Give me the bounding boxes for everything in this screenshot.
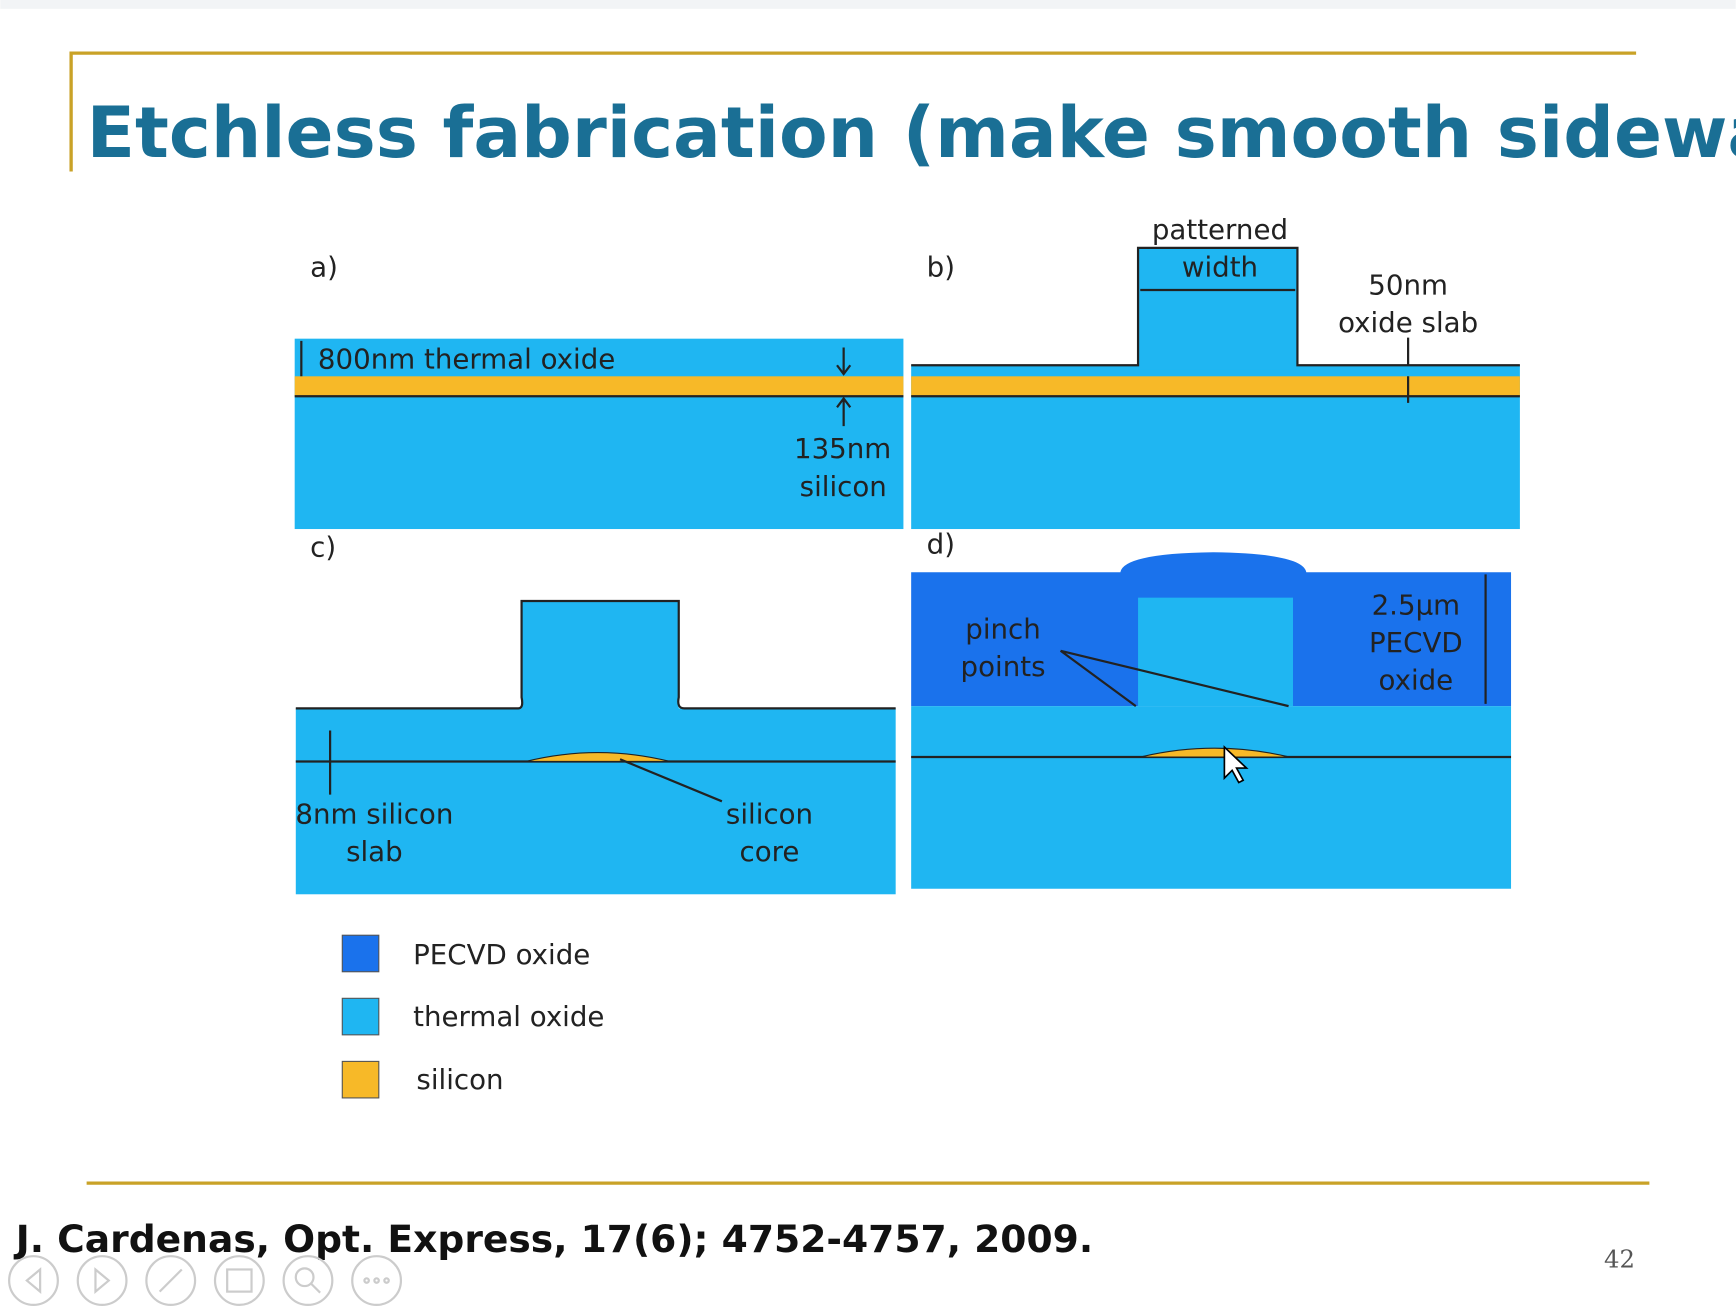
nav-toolbar	[8, 1255, 403, 1306]
legend-label: thermal oxide	[413, 1000, 604, 1033]
panel-c: c) 8nm silicon slab silicon core	[295, 531, 896, 895]
annotation: core	[740, 835, 800, 868]
annotation: PECVD	[1369, 626, 1463, 659]
citation: J. Cardenas, Opt. Express, 17(6); 4752-4…	[13, 1217, 1093, 1261]
zoom-button[interactable]	[282, 1255, 334, 1306]
annotation: pinch	[965, 613, 1041, 646]
panel-label: b)	[927, 251, 955, 284]
annotation: width	[1182, 251, 1258, 284]
slide-title: Etchless fabrication (make smooth sidewa…	[87, 91, 1736, 174]
annotation: slab	[346, 835, 403, 868]
annotation: oxide slab	[1338, 306, 1478, 339]
annotation: 2.5µm	[1372, 588, 1461, 621]
panel-a: a) 800nm thermal oxide 135nm silicon	[294, 251, 904, 530]
page-number: 42	[1604, 1244, 1635, 1273]
pen-button[interactable]	[145, 1255, 197, 1306]
legend-swatch	[341, 997, 380, 1036]
annotation: 800nm thermal oxide	[318, 343, 615, 376]
more-button[interactable]	[351, 1255, 403, 1306]
annotation: points	[961, 650, 1046, 683]
top-strip	[0, 0, 1736, 9]
panel-label: c)	[310, 531, 336, 564]
mouse-cursor	[1223, 745, 1249, 784]
annotation: patterned	[1152, 213, 1288, 246]
annotation: silicon	[800, 470, 887, 503]
legend-label: silicon	[416, 1063, 503, 1096]
annotation: silicon	[726, 797, 813, 830]
next-button[interactable]	[76, 1255, 128, 1306]
panel-label: a)	[310, 251, 338, 284]
slides-button[interactable]	[213, 1255, 265, 1306]
annotation: 50nm	[1368, 268, 1448, 301]
legend-swatch	[341, 934, 380, 973]
annotation: 135nm	[794, 432, 891, 465]
panel-b: b) patterned width 50nm oxide slab	[911, 213, 1520, 530]
legend-label: PECVD oxide	[413, 938, 590, 971]
frame-line	[69, 51, 1637, 172]
legend: PECVD oxide thermal oxide silicon	[341, 934, 604, 1099]
prev-button[interactable]	[8, 1255, 59, 1306]
annotation: oxide	[1379, 664, 1454, 697]
panel-label: d)	[927, 527, 955, 560]
panel-d: d) pinch points 2.5µm PECVD oxide	[911, 527, 1512, 889]
annotation: 8nm silicon	[295, 797, 453, 830]
legend-swatch	[341, 1060, 380, 1099]
